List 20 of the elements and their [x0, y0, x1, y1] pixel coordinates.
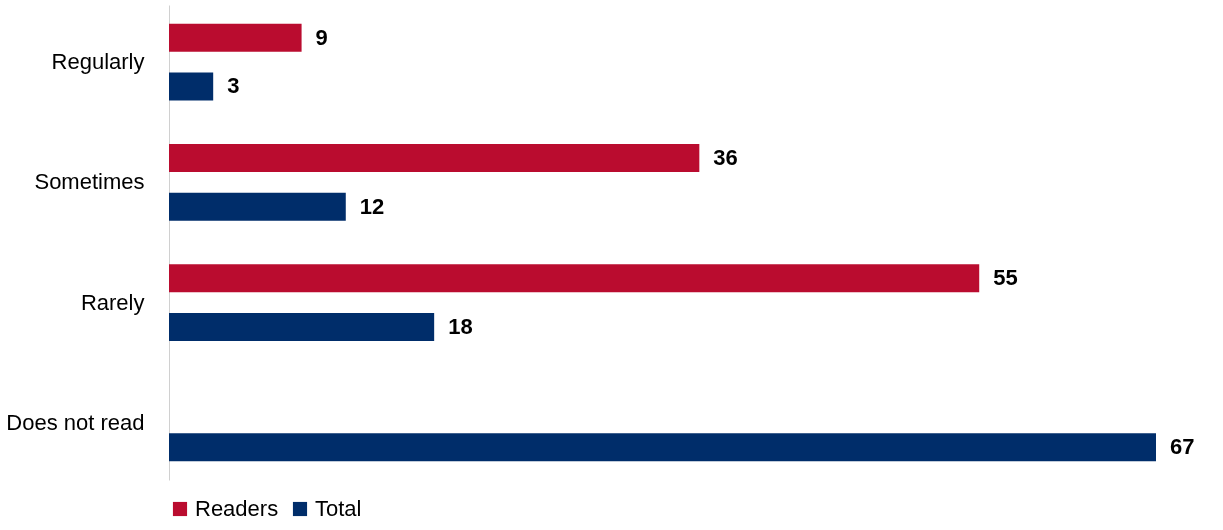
- data-label: 3: [227, 73, 240, 99]
- bar: [169, 313, 435, 341]
- data-label: 55: [993, 265, 1018, 291]
- legend-label: Readers: [195, 496, 279, 521]
- legend-label: Total: [315, 496, 362, 521]
- data-label: 12: [359, 193, 385, 219]
- y-tick-label: Rarely: [80, 289, 145, 315]
- data-label: 36: [713, 145, 738, 170]
- bar: [169, 264, 980, 293]
- bar: [169, 72, 214, 101]
- data-label: 67: [1170, 434, 1195, 460]
- y-tick-label: Regularly: [51, 49, 145, 75]
- bar: [169, 433, 1156, 462]
- data-label: 18: [448, 314, 473, 339]
- y-tick-label: Sometimes: [34, 169, 145, 195]
- data-label: 9: [315, 24, 328, 50]
- bar: [169, 144, 700, 172]
- bar: [169, 23, 302, 52]
- bar: [169, 192, 346, 221]
- y-tick-label: Does not read: [6, 409, 145, 435]
